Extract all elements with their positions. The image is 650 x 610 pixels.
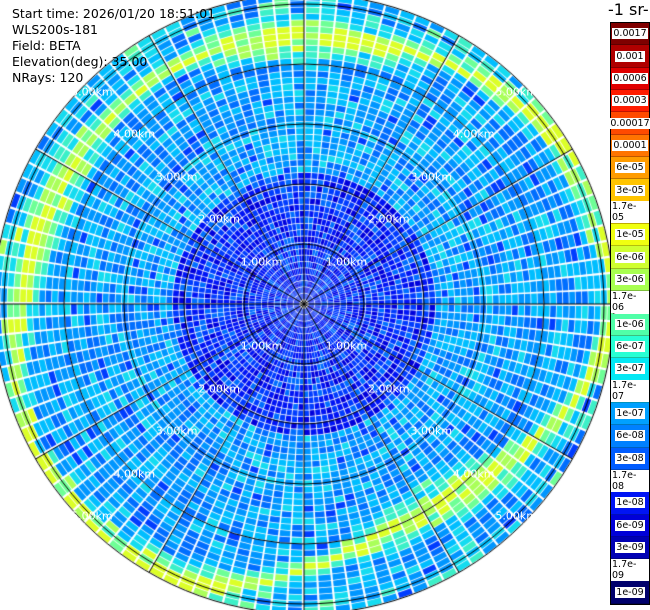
colorbar-tick-label: 3e-07: [615, 363, 645, 375]
range-label: 2.00km: [198, 212, 240, 226]
colorbar-tick-label: 3e-08: [615, 452, 645, 464]
colorbar-cell: 6e-07: [611, 335, 649, 359]
colorbar-tick-label: 6e-05: [615, 162, 645, 174]
elevation-label: Elevation(deg): 35.00: [12, 54, 148, 69]
range-label: 5.00km: [495, 509, 537, 523]
range-label: 3.00km: [410, 170, 453, 184]
colorbar-cell: 0.0017: [611, 23, 649, 46]
range-label: 4.00km: [113, 127, 156, 141]
range-label: 4.00km: [452, 127, 495, 141]
range-label: 5.00km: [71, 85, 113, 99]
range-label: 1.00km: [240, 339, 283, 353]
colorbar-cell: 3e-05: [611, 179, 649, 202]
colorbar-tick-label: 0.0006: [612, 72, 648, 84]
start-time-label: Start time: 2026/01/20 18:51:01: [12, 6, 216, 21]
range-label: 5.00km: [495, 85, 537, 99]
colorbar-cell: 1.7e-06: [611, 290, 649, 314]
colorbar-tick-label: 1e-07: [615, 408, 645, 420]
instrument-label: WLS200s-181: [12, 22, 98, 37]
colorbar-cell: 3e-09: [611, 536, 649, 560]
field-label: Field: BETA: [12, 38, 81, 53]
colorbar-cell: 1.7e-09: [611, 558, 649, 582]
colorbar-tick-label: 1e-06: [615, 318, 645, 330]
range-label: 1.00km: [240, 255, 283, 269]
colorbar-cell: 1e-05: [611, 224, 649, 247]
range-label: 1.00km: [325, 255, 368, 269]
range-label: 3.00km: [155, 424, 198, 438]
colorbar-tick-label: 1.7e-08: [611, 469, 649, 492]
colorbar-cell: 6e-08: [611, 425, 649, 448]
range-label: 5.00km: [71, 509, 113, 523]
colorbar-tick-label: 6e-07: [615, 341, 645, 353]
colorbar-tick-label: 3e-09: [615, 542, 645, 554]
colorbar-tick-label: 0.00017: [609, 117, 650, 129]
colorbar-cell: 0.0003: [611, 90, 649, 113]
range-label: 2.00km: [368, 382, 410, 396]
colorbar-tick-label: 6e-09: [615, 519, 645, 531]
colorbar-tick-label: 1e-09: [615, 586, 645, 598]
range-label: 4.00km: [452, 467, 495, 481]
colorbar-cell: 3e-07: [611, 358, 649, 381]
range-label: 4.00km: [113, 467, 156, 481]
colorbar-tick-label: 1.7e-07: [611, 380, 649, 403]
colorbar-cell: 1.7e-05: [611, 201, 649, 225]
colorbar-cell: 1.7e-08: [611, 469, 649, 493]
colorbar-tick-label: 1e-05: [615, 229, 645, 241]
colorbar-tick-label: 1.7e-09: [611, 558, 649, 581]
colorbar-tick-label: 0.001: [615, 50, 645, 62]
colorbar-cell: 3e-06: [611, 268, 649, 292]
colorbar-tick-label: 3e-05: [615, 184, 645, 196]
colorbar-tick-label: 0.0017: [612, 28, 648, 40]
colorbar-tick-label: 1.7e-05: [611, 201, 649, 224]
nrays-label: NRays: 120: [12, 70, 84, 85]
range-label: 2.00km: [198, 382, 240, 396]
colorbar-cell: 6e-06: [611, 246, 649, 269]
colorbar-cell: 1.7e-07: [611, 380, 649, 403]
colorbar-cell: 1e-06: [611, 313, 649, 336]
colorbar-cell: 0.0001: [611, 134, 649, 158]
range-label: 3.00km: [155, 170, 198, 184]
colorbar-tick-label: 1.7e-06: [611, 290, 649, 313]
colorbar-tick-label: 0.0001: [612, 139, 648, 151]
colorbar-cell: 0.00017: [609, 112, 650, 135]
colorbar-cell: 0.0006: [611, 67, 649, 91]
range-label: 3.00km: [410, 424, 453, 438]
colorbar-tick-label: 0.0003: [612, 95, 648, 107]
colorbar-tick-label: 6e-08: [615, 430, 645, 442]
colorbar-tick-label: 6e-06: [615, 251, 645, 263]
range-label: 2.00km: [368, 212, 410, 226]
colorbar-cell: 1e-09: [611, 581, 649, 604]
colorbar-tick-label: 1e-08: [615, 497, 645, 509]
range-label: 1.00km: [325, 339, 368, 353]
colorbar-cell: 1e-07: [611, 402, 649, 426]
colorbar-cell: 6e-05: [611, 157, 649, 180]
colorbar-cell: 1e-08: [611, 492, 649, 515]
colorbar-title: -1 sr-1: [608, 0, 650, 19]
colorbar-cell: 6e-09: [611, 514, 649, 537]
colorbar-cell: 0.001: [611, 45, 649, 68]
colorbar: 0.0017 0.001 0.0006 0.0003 0.00017 0.0001 6e-0…: [609, 22, 650, 605]
colorbar-cell: 3e-08: [611, 447, 649, 470]
colorbar-tick-label: 3e-06: [615, 273, 645, 285]
